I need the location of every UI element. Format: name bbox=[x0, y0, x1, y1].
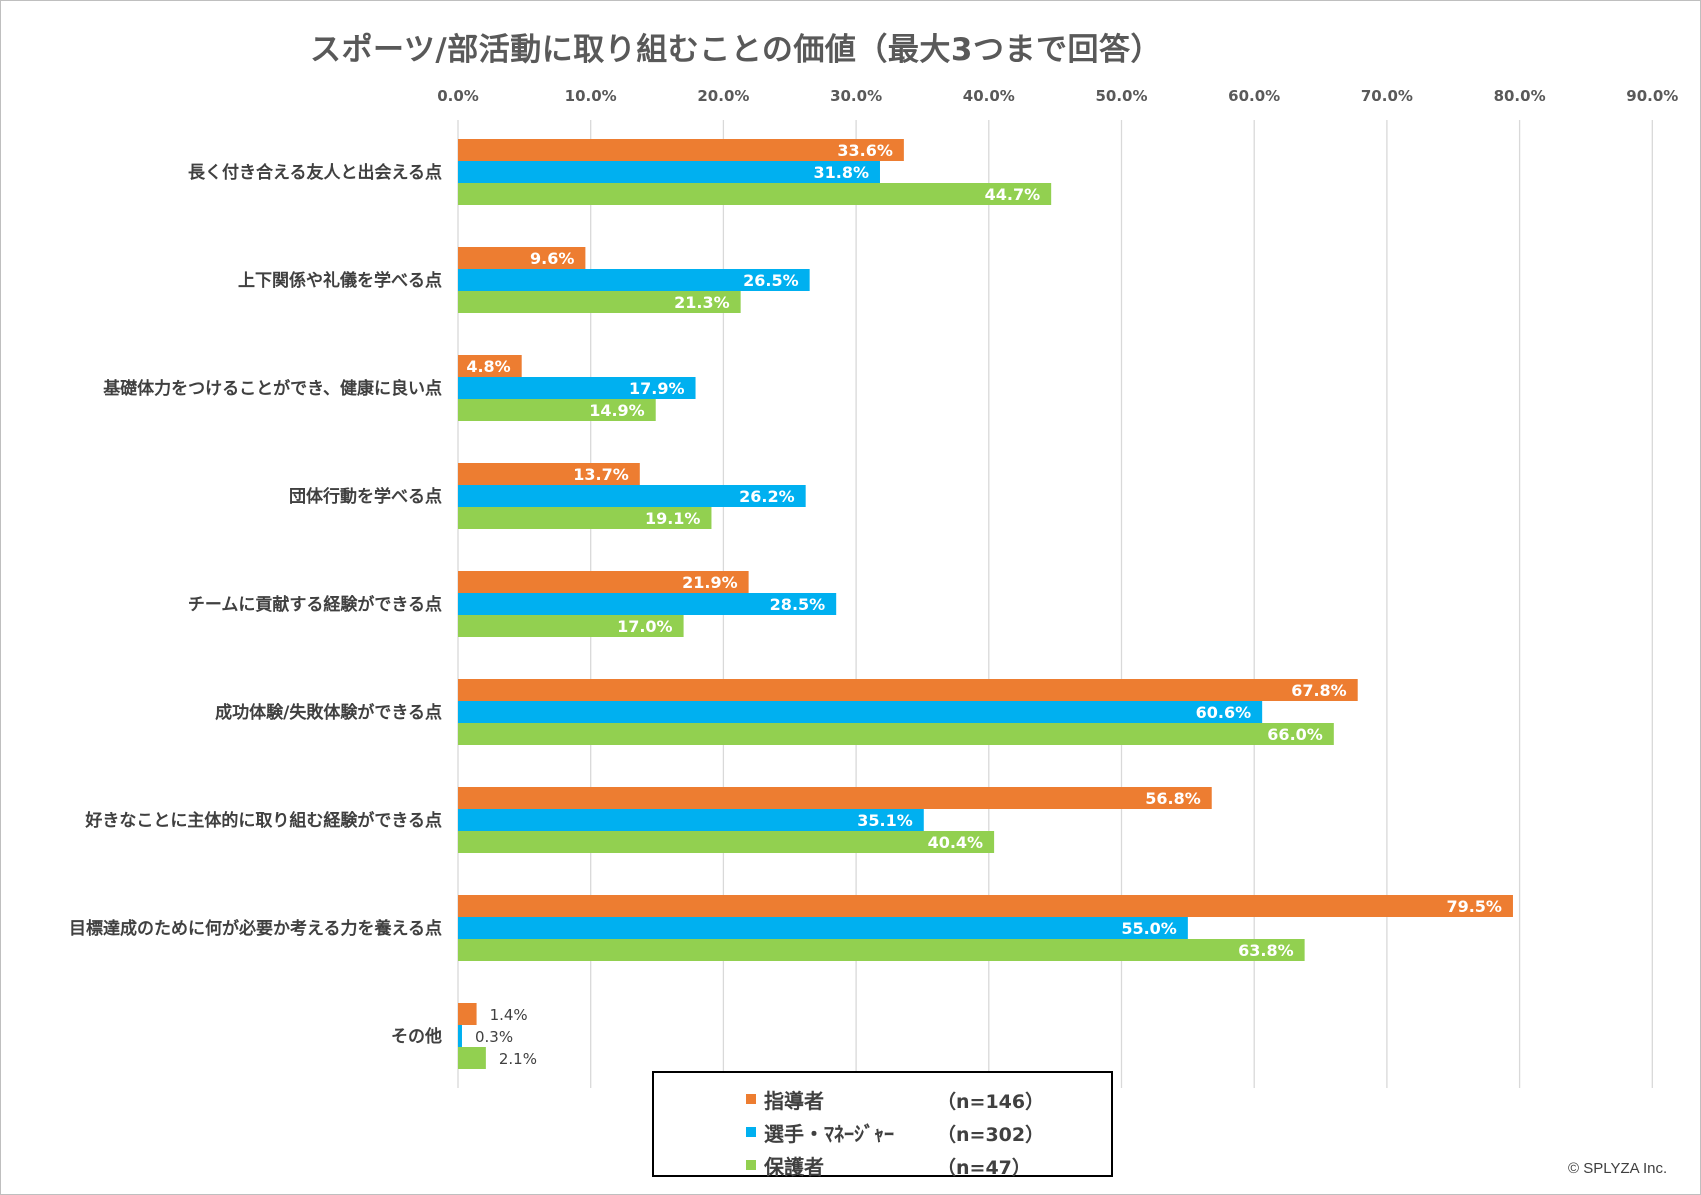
x-tick-label: 20.0% bbox=[697, 87, 749, 105]
legend-swatch-player bbox=[746, 1127, 756, 1137]
data-label: 17.0% bbox=[617, 617, 673, 636]
x-tick-label: 50.0% bbox=[1095, 87, 1147, 105]
x-tick-label: 40.0% bbox=[963, 87, 1015, 105]
x-tick-label: 10.0% bbox=[565, 87, 617, 105]
data-label: 67.8% bbox=[1291, 681, 1347, 700]
data-label: 4.8% bbox=[466, 357, 510, 376]
legend-n-player: （n=302） bbox=[937, 1124, 1045, 1146]
data-label: 9.6% bbox=[530, 249, 574, 268]
x-tick-label: 70.0% bbox=[1361, 87, 1413, 105]
bar bbox=[458, 247, 586, 269]
data-label: 66.0% bbox=[1267, 725, 1323, 744]
bar bbox=[458, 1047, 486, 1069]
bar bbox=[458, 831, 995, 853]
bar bbox=[458, 269, 810, 291]
data-label: 26.5% bbox=[743, 271, 799, 290]
data-label: 13.7% bbox=[573, 465, 629, 484]
data-label: 55.0% bbox=[1121, 919, 1177, 938]
bar bbox=[458, 291, 741, 313]
data-label: 31.8% bbox=[813, 163, 869, 182]
legend-label-player: 選手・ﾏﾈｰｼﾞｬｰ bbox=[764, 1121, 894, 1146]
bar bbox=[458, 679, 1358, 701]
x-tick-label: 60.0% bbox=[1228, 87, 1280, 105]
bar bbox=[458, 463, 640, 485]
bar bbox=[458, 399, 656, 421]
bar bbox=[458, 571, 749, 593]
data-label: 63.8% bbox=[1238, 941, 1294, 960]
data-label: 0.3% bbox=[475, 1028, 513, 1046]
bar bbox=[458, 809, 924, 831]
data-label: 19.1% bbox=[645, 509, 701, 528]
data-label: 56.8% bbox=[1145, 789, 1201, 808]
copyright: © SPLYZA Inc. bbox=[1568, 1160, 1668, 1177]
category-labels: 長く付き合える友人と出会える点上下関係や礼儀を学べる点基礎体力をつけることができ… bbox=[69, 162, 442, 1047]
data-label: 35.1% bbox=[857, 811, 913, 830]
bars bbox=[458, 139, 1513, 1069]
bar bbox=[458, 723, 1334, 745]
data-label: 28.5% bbox=[770, 595, 826, 614]
bar bbox=[458, 787, 1212, 809]
legend-swatch-coach bbox=[746, 1094, 756, 1104]
data-label: 79.5% bbox=[1446, 897, 1502, 916]
legend-item-coach: 指導者 bbox=[746, 1084, 824, 1114]
data-label: 60.6% bbox=[1196, 703, 1252, 722]
bar bbox=[458, 917, 1188, 939]
bar bbox=[458, 183, 1052, 205]
data-label: 21.9% bbox=[682, 573, 738, 592]
legend-item-parent: 保護者 bbox=[746, 1150, 824, 1180]
bar bbox=[458, 939, 1305, 961]
bar bbox=[458, 507, 712, 529]
bar bbox=[458, 1025, 462, 1047]
legend-n-coach: （n=146） bbox=[937, 1091, 1045, 1113]
data-label: 1.4% bbox=[490, 1006, 528, 1024]
data-label: 44.7% bbox=[985, 185, 1041, 204]
bar bbox=[458, 593, 837, 615]
legend: 指導者 （n=146） 選手・ﾏﾈｰｼﾞｬｰ （n=302） 保護者 （n=47… bbox=[652, 1071, 1113, 1180]
category-label: 好きなことに主体的に取り組む経験ができる点 bbox=[84, 810, 442, 831]
bar bbox=[458, 701, 1263, 723]
legend-n-parent: （n=47） bbox=[937, 1157, 1031, 1179]
bar bbox=[458, 161, 880, 183]
bar bbox=[458, 615, 684, 637]
category-label: 基礎体力をつけることができ、健康に良い点 bbox=[102, 378, 442, 399]
data-label: 21.3% bbox=[674, 293, 730, 312]
legend-swatch-parent bbox=[746, 1160, 756, 1170]
x-tick-label: 80.0% bbox=[1494, 87, 1546, 105]
category-label: チームに貢献する経験ができる点 bbox=[188, 594, 442, 615]
category-label: 長く付き合える友人と出会える点 bbox=[188, 162, 442, 183]
x-axis-ticks: 0.0% 10.0% 20.0% 30.0% 40.0% 50.0% 60.0% 70.0% 8… bbox=[437, 87, 1678, 105]
legend-label-parent: 保護者 bbox=[764, 1154, 824, 1179]
chart-title: スポーツ/部活動に取り組むことの価値（最大3つまで回答） bbox=[310, 32, 1162, 68]
category-label: 目標達成のために何が必要か考える力を養える点 bbox=[69, 918, 442, 939]
category-label: 成功体験/失敗体験ができる点 bbox=[215, 702, 442, 723]
bar bbox=[458, 485, 806, 507]
category-label: 上下関係や礼儀を学べる点 bbox=[238, 270, 442, 291]
bar bbox=[458, 1003, 477, 1025]
data-label: 14.9% bbox=[589, 401, 645, 420]
data-label: 33.6% bbox=[837, 141, 893, 160]
legend-label-coach: 指導者 bbox=[764, 1088, 824, 1113]
x-tick-label: 90.0% bbox=[1626, 87, 1678, 105]
legend-item-player: 選手・ﾏﾈｰｼﾞｬｰ bbox=[746, 1117, 894, 1147]
x-tick-label: 30.0% bbox=[830, 87, 882, 105]
value-labels: 33.6% 31.8% 44.7% 9.6% 26.5% 21.3% 4.8% 17.9% 14… bbox=[466, 141, 1502, 1068]
data-label: 17.9% bbox=[629, 379, 685, 398]
bar bbox=[458, 139, 904, 161]
data-label: 26.2% bbox=[739, 487, 795, 506]
category-label: 団体行動を学べる点 bbox=[289, 486, 442, 507]
bar bbox=[458, 377, 696, 399]
category-label: その他 bbox=[391, 1026, 442, 1047]
bar bbox=[458, 895, 1513, 917]
x-tick-label: 0.0% bbox=[437, 87, 479, 105]
data-label: 2.1% bbox=[499, 1050, 537, 1068]
bar bbox=[458, 355, 522, 377]
data-label: 40.4% bbox=[928, 833, 984, 852]
